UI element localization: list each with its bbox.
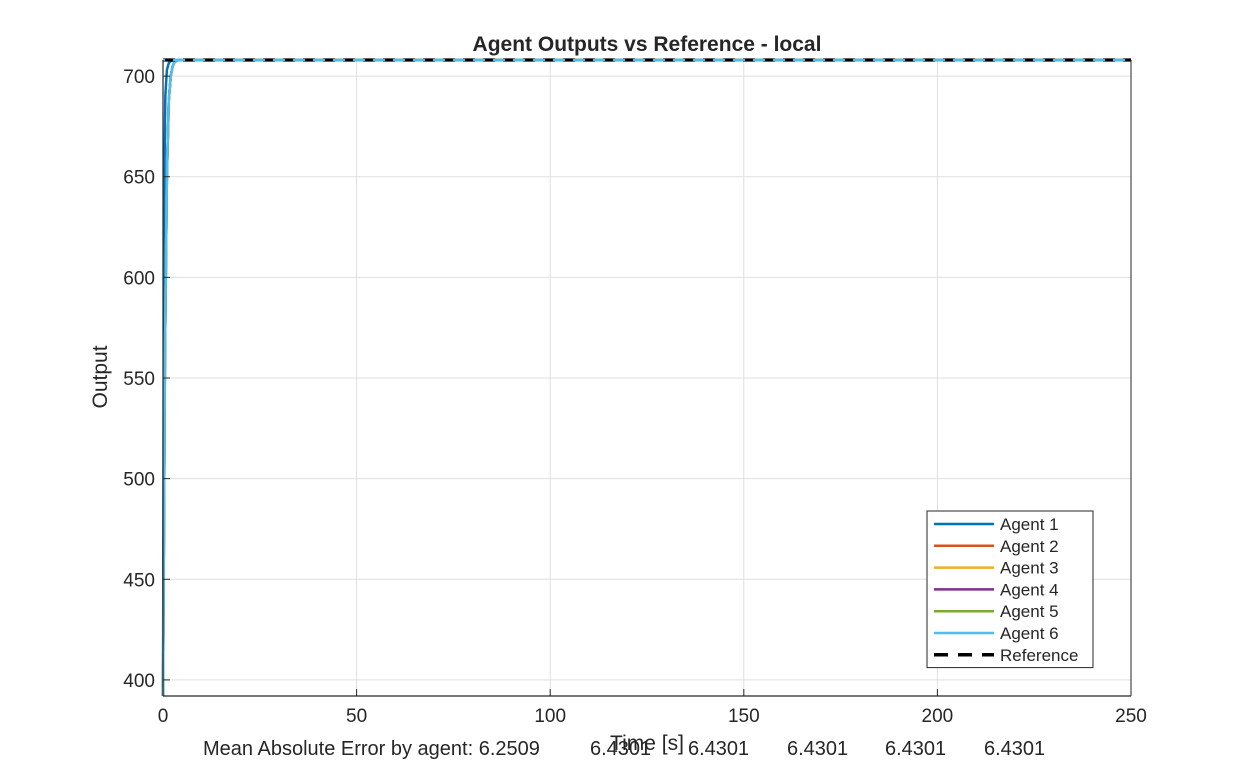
x-tick-label: 0: [158, 706, 169, 727]
legend-label: Agent 1: [1000, 515, 1059, 534]
mae-value: 6.4301: [984, 738, 1046, 760]
y-tick-label: 650: [123, 168, 155, 189]
x-axis-label: Time [s]: [610, 732, 684, 755]
y-axis-label: Output: [89, 345, 112, 408]
y-tick-label: 550: [123, 369, 155, 390]
legend-label: Agent 3: [1000, 559, 1059, 578]
tick-labels: 0 50 100 150 200 250 400 450 500 550 600 650 700: [123, 67, 1147, 727]
y-tick-label: 600: [123, 268, 155, 289]
y-tick-label: 450: [123, 570, 155, 591]
legend-label: Reference: [1000, 646, 1078, 665]
legend: Agent 1 Agent 2 Agent 3 Agent 4 Agent 5 Agent…: [926, 510, 1094, 669]
x-tick-label: 100: [534, 706, 566, 727]
x-tick-label: 50: [346, 706, 367, 727]
x-tick-label: 150: [728, 706, 760, 727]
mae-value: 6.4301: [787, 738, 849, 760]
y-tick-label: 500: [123, 470, 155, 491]
mae-summary: Mean Absolute Error by agent: 6.2509 6.4…: [0, 738, 1250, 768]
x-tick-label: 200: [922, 706, 954, 727]
x-tick-label: 250: [1115, 706, 1147, 727]
y-tick-label: 400: [123, 671, 155, 692]
mae-value: 6.4301: [688, 738, 750, 760]
legend-label: Agent 2: [1000, 537, 1059, 556]
mae-value: 6.4301: [885, 738, 947, 760]
plot-lines: [161, 58, 1131, 697]
y-tick-label: 700: [123, 67, 155, 88]
chart-title: Agent Outputs vs Reference - local: [473, 33, 822, 56]
legend-label: Agent 4: [1000, 580, 1059, 599]
legend-label: Agent 5: [1000, 602, 1059, 621]
mae-label: Mean Absolute Error by agent: 6.2509: [203, 738, 540, 760]
mae-value: 6.4301: [590, 738, 652, 760]
legend-label: Agent 6: [1000, 624, 1059, 643]
axes: [162, 60, 1132, 697]
